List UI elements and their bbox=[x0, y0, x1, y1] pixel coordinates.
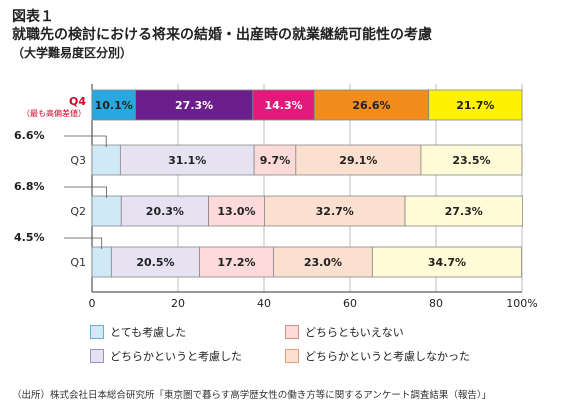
leader-line bbox=[64, 135, 107, 147]
leader-data-label: 6.8% bbox=[14, 180, 45, 193]
figure-label: 図表１ bbox=[12, 9, 54, 25]
bar-segment bbox=[91, 144, 121, 176]
category-label: Q4 bbox=[69, 95, 86, 108]
bar-segment bbox=[420, 144, 523, 176]
data-label: 29.1% bbox=[339, 154, 377, 167]
bar-segment bbox=[120, 195, 209, 227]
legend-label: とても考慮した bbox=[110, 326, 187, 339]
legend-label: どちらかというと考慮しなかった bbox=[305, 350, 470, 363]
source-note: （出所）株式会社日本総合研究所「東京圏で暮らす高学歴女性の働き方等に関するアンケ… bbox=[12, 390, 492, 401]
data-label: 21.7% bbox=[456, 99, 494, 112]
data-label: 17.2% bbox=[217, 256, 255, 269]
legend-item: どちらかというと考慮した bbox=[90, 348, 242, 364]
category-label: Q3 bbox=[70, 154, 86, 167]
data-label: 26.6% bbox=[352, 99, 390, 112]
data-label: 14.3% bbox=[264, 99, 302, 112]
x-tick-label: 80 bbox=[429, 297, 443, 310]
chart-subtitle: （大学難易度区分別） bbox=[12, 46, 133, 60]
legend-swatch bbox=[90, 349, 104, 363]
data-label: 23.5% bbox=[452, 154, 490, 167]
x-tick-label: 20 bbox=[171, 297, 185, 310]
data-label: 9.7% bbox=[260, 154, 291, 167]
chart-title: 就職先の検討における将来の結婚・出産時の就業継続可能性の考慮 bbox=[12, 27, 432, 43]
data-label: 27.3% bbox=[445, 205, 483, 218]
data-label: 27.3% bbox=[175, 99, 213, 112]
legend-item: どちらかというと考慮しなかった bbox=[285, 348, 470, 364]
stacked-bar-chart: 0 20 40 60 80 100% Q4 Q3 Q2 Q1 （最も高偏差値） 10.1% 27.3% 1… bbox=[14, 84, 538, 310]
data-label: 23.0% bbox=[304, 256, 342, 269]
bar-segment bbox=[110, 246, 200, 278]
legend-item: とても考慮した bbox=[90, 324, 186, 340]
legend-swatch bbox=[285, 349, 299, 363]
bar-segment bbox=[404, 195, 523, 227]
leader-data-label: 4.5% bbox=[14, 231, 45, 244]
bar-segment bbox=[252, 89, 315, 121]
leader-line bbox=[64, 237, 103, 249]
bar-segment bbox=[91, 195, 122, 227]
bar-segment bbox=[119, 144, 255, 176]
bar-segment bbox=[135, 89, 254, 121]
bar-segment bbox=[208, 195, 265, 227]
legend-swatch bbox=[285, 325, 299, 339]
bar-segment bbox=[253, 144, 297, 176]
data-label: 10.1% bbox=[95, 99, 133, 112]
x-tick-label: 60 bbox=[343, 297, 357, 310]
q4-note: （最も高偏差値） bbox=[22, 108, 86, 118]
bar-segment bbox=[91, 246, 112, 278]
bar-segment bbox=[428, 89, 523, 121]
legend-label: どちらかというと考慮した bbox=[110, 350, 242, 363]
bar-segment bbox=[313, 89, 430, 121]
x-tick-label: 40 bbox=[257, 297, 271, 310]
bar-segment bbox=[199, 246, 274, 278]
data-label: 13.0% bbox=[217, 205, 255, 218]
data-label: 34.7% bbox=[428, 256, 466, 269]
leader-data-label: 6.6% bbox=[14, 129, 45, 142]
legend-label: どちらともいえない bbox=[305, 326, 404, 339]
legend-item: どちらともいえない bbox=[285, 324, 404, 340]
data-label: 20.5% bbox=[136, 256, 174, 269]
data-label: 20.3% bbox=[146, 205, 184, 218]
data-label: 32.7% bbox=[316, 205, 354, 218]
category-label: Q2 bbox=[70, 205, 86, 218]
leader-line bbox=[64, 186, 108, 198]
legend-swatch bbox=[90, 325, 104, 339]
x-tick-label: 100% bbox=[506, 297, 537, 310]
data-label: 31.1% bbox=[168, 154, 206, 167]
bar-segment bbox=[371, 246, 522, 278]
x-tick-label: 0 bbox=[89, 297, 96, 310]
category-label: Q1 bbox=[70, 256, 86, 269]
bar-segment bbox=[273, 246, 373, 278]
